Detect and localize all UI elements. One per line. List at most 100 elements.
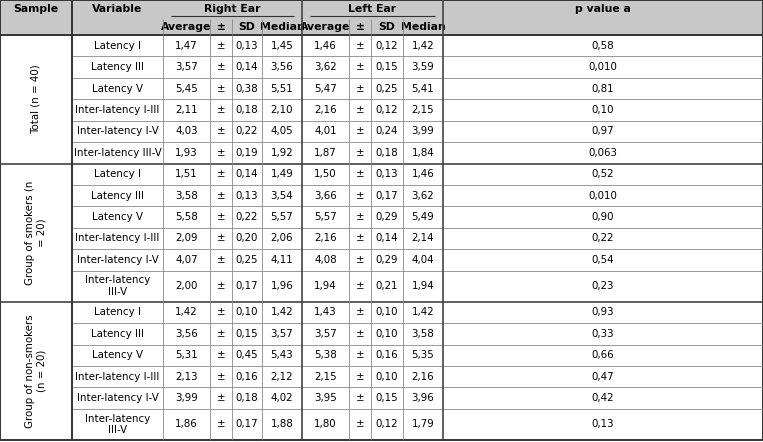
Text: ±: ± bbox=[217, 62, 225, 72]
Text: ±: ± bbox=[356, 329, 364, 339]
Text: 0,25: 0,25 bbox=[236, 255, 258, 265]
Text: 2,16: 2,16 bbox=[412, 372, 434, 382]
Text: 0,010: 0,010 bbox=[588, 191, 617, 201]
Text: 0,58: 0,58 bbox=[591, 41, 614, 51]
Text: Inter-latency I-III: Inter-latency I-III bbox=[76, 105, 159, 115]
Text: ±: ± bbox=[217, 212, 225, 222]
Text: 0,10: 0,10 bbox=[236, 308, 258, 317]
Text: ±: ± bbox=[356, 308, 364, 317]
Text: 5,57: 5,57 bbox=[314, 212, 337, 222]
Text: 0,15: 0,15 bbox=[236, 329, 259, 339]
Text: p value a: p value a bbox=[575, 4, 631, 15]
Text: 0,22: 0,22 bbox=[236, 212, 258, 222]
Text: 4,01: 4,01 bbox=[314, 126, 336, 137]
Text: 0,010: 0,010 bbox=[588, 62, 617, 72]
Text: 0,13: 0,13 bbox=[375, 169, 398, 179]
Text: Inter-latency I-V: Inter-latency I-V bbox=[76, 126, 159, 137]
Text: 1,94: 1,94 bbox=[411, 281, 434, 291]
Text: 0,15: 0,15 bbox=[375, 393, 398, 403]
Text: 0,90: 0,90 bbox=[592, 212, 614, 222]
Text: 2,09: 2,09 bbox=[175, 233, 198, 244]
Text: Inter-latency I-III: Inter-latency I-III bbox=[76, 372, 159, 382]
Text: 0,18: 0,18 bbox=[375, 148, 398, 158]
Text: ±: ± bbox=[356, 22, 365, 32]
Text: Latency I: Latency I bbox=[94, 308, 141, 317]
Text: ±: ± bbox=[356, 393, 364, 403]
Text: 0,17: 0,17 bbox=[236, 281, 259, 291]
Text: 0,063: 0,063 bbox=[588, 148, 617, 158]
Text: Inter-latency III-V: Inter-latency III-V bbox=[73, 148, 162, 158]
Text: ±: ± bbox=[356, 255, 364, 265]
Text: Latency III: Latency III bbox=[91, 62, 144, 72]
Text: 3,58: 3,58 bbox=[175, 191, 198, 201]
Text: 0,18: 0,18 bbox=[236, 105, 259, 115]
Text: ±: ± bbox=[217, 233, 225, 244]
Text: 0,52: 0,52 bbox=[592, 169, 614, 179]
Text: 3,99: 3,99 bbox=[175, 393, 198, 403]
Text: 4,11: 4,11 bbox=[271, 255, 294, 265]
Text: 1,88: 1,88 bbox=[271, 419, 294, 430]
Text: ±: ± bbox=[217, 169, 225, 179]
Text: 0,14: 0,14 bbox=[236, 62, 259, 72]
Text: 0,12: 0,12 bbox=[375, 105, 398, 115]
Text: ±: ± bbox=[217, 105, 225, 115]
Text: 0,66: 0,66 bbox=[591, 351, 614, 360]
Text: ±: ± bbox=[356, 84, 364, 94]
Text: 5,57: 5,57 bbox=[271, 212, 294, 222]
Text: 3,58: 3,58 bbox=[411, 329, 434, 339]
Text: 0,10: 0,10 bbox=[375, 372, 398, 382]
Text: Latency I: Latency I bbox=[94, 169, 141, 179]
Text: 4,05: 4,05 bbox=[271, 126, 293, 137]
Text: 3,54: 3,54 bbox=[271, 191, 294, 201]
Text: 2,12: 2,12 bbox=[271, 372, 293, 382]
Text: 2,11: 2,11 bbox=[175, 105, 198, 115]
Text: Inter-latency
III-V: Inter-latency III-V bbox=[85, 275, 150, 297]
Text: 0,14: 0,14 bbox=[375, 233, 398, 244]
Text: ±: ± bbox=[356, 169, 364, 179]
Text: ±: ± bbox=[356, 191, 364, 201]
Text: 5,35: 5,35 bbox=[411, 351, 434, 360]
Text: 0,54: 0,54 bbox=[591, 255, 614, 265]
Text: 0,22: 0,22 bbox=[592, 233, 614, 244]
Text: ±: ± bbox=[217, 372, 225, 382]
Text: ±: ± bbox=[356, 212, 364, 222]
Text: 0,42: 0,42 bbox=[592, 393, 614, 403]
Text: ±: ± bbox=[356, 419, 364, 430]
Text: 1,51: 1,51 bbox=[175, 169, 198, 179]
Text: Latency I: Latency I bbox=[94, 41, 141, 51]
Text: 1,94: 1,94 bbox=[314, 281, 337, 291]
Text: 0,24: 0,24 bbox=[375, 126, 398, 137]
Text: 0,13: 0,13 bbox=[236, 41, 259, 51]
Text: 0,15: 0,15 bbox=[375, 62, 398, 72]
Text: SD: SD bbox=[239, 22, 256, 32]
Text: 3,57: 3,57 bbox=[271, 329, 294, 339]
Text: Variable: Variable bbox=[92, 4, 143, 15]
Text: 1,93: 1,93 bbox=[175, 148, 198, 158]
Text: 0,16: 0,16 bbox=[236, 372, 259, 382]
Text: Median: Median bbox=[259, 22, 304, 32]
Text: 0,14: 0,14 bbox=[236, 169, 259, 179]
Text: 2,15: 2,15 bbox=[412, 105, 434, 115]
Text: ±: ± bbox=[356, 126, 364, 137]
Text: 0,47: 0,47 bbox=[591, 372, 614, 382]
Text: Left Ear: Left Ear bbox=[349, 4, 397, 15]
Text: ±: ± bbox=[217, 351, 225, 360]
Bar bbox=[0, 0, 763, 35]
Text: Group of smokers (n
= 20): Group of smokers (n = 20) bbox=[25, 180, 47, 285]
Text: Inter-latency I-V: Inter-latency I-V bbox=[76, 255, 159, 265]
Text: 4,02: 4,02 bbox=[271, 393, 293, 403]
Text: Sample: Sample bbox=[14, 4, 59, 15]
Text: 0,10: 0,10 bbox=[592, 105, 614, 115]
Text: 3,62: 3,62 bbox=[412, 191, 434, 201]
Text: ±: ± bbox=[356, 148, 364, 158]
Text: Average: Average bbox=[161, 22, 211, 32]
Text: 1,84: 1,84 bbox=[411, 148, 434, 158]
Text: Group of non-smokers
(n = 20): Group of non-smokers (n = 20) bbox=[25, 314, 47, 428]
Text: ±: ± bbox=[217, 22, 226, 32]
Text: 4,04: 4,04 bbox=[412, 255, 434, 265]
Text: 1,96: 1,96 bbox=[271, 281, 294, 291]
Text: 3,62: 3,62 bbox=[314, 62, 336, 72]
Text: 5,31: 5,31 bbox=[175, 351, 198, 360]
Text: 3,56: 3,56 bbox=[271, 62, 294, 72]
Text: Median: Median bbox=[401, 22, 446, 32]
